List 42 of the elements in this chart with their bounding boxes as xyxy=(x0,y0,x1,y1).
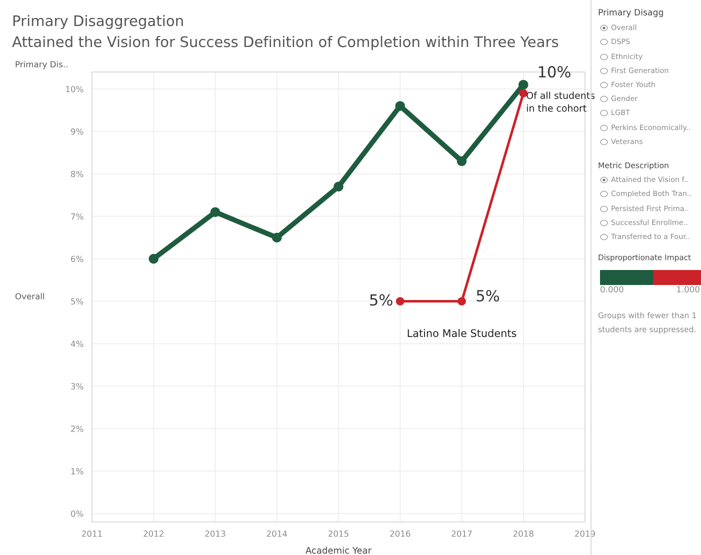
y-tick-label: 9% xyxy=(70,128,84,135)
y-tick-label: 7% xyxy=(71,213,84,220)
point xyxy=(396,297,404,306)
point xyxy=(458,297,466,306)
text: Overall xyxy=(15,292,44,300)
x-tick-label: 2012 xyxy=(144,530,164,537)
x-tick-label: 2019 xyxy=(575,530,596,537)
y-tick-label: 4% xyxy=(70,340,84,347)
x-tick-label: 2015 xyxy=(328,530,348,537)
y-tick-label: 2% xyxy=(71,426,84,432)
data-label: 5% xyxy=(370,294,392,306)
annotation: Of all students in the cohort xyxy=(526,92,595,112)
x-tick-label: 2018 xyxy=(513,530,534,537)
point xyxy=(148,254,158,264)
y-tick-label: 3% xyxy=(71,383,84,390)
chart-subtitle: Attained the Vision for Success Definition of Completion within Three Years xyxy=(12,36,558,50)
x-axis-title: Academic Year xyxy=(306,546,372,554)
data-label: 5% xyxy=(476,290,500,302)
point xyxy=(210,207,220,217)
text: Primary Disagg xyxy=(598,8,663,18)
x-tick-label: 2014 xyxy=(266,530,288,537)
y-tick-label: 0% xyxy=(70,510,84,517)
y-tick-label: 5% xyxy=(71,298,84,305)
point xyxy=(518,80,528,90)
x-tick-label: 2013 xyxy=(205,530,226,537)
text: 0.000 xyxy=(600,286,624,292)
point xyxy=(334,182,344,192)
y-tick-label: 8% xyxy=(71,170,84,178)
text: 1.000 xyxy=(677,286,700,292)
text: Primary Dis.. xyxy=(16,60,68,70)
chart-title: Primary Disaggregation xyxy=(13,14,183,30)
x-tick-label: 2017 xyxy=(452,530,472,537)
annotation: Latino Male Students xyxy=(408,329,516,338)
y-tick-label: 6% xyxy=(71,256,84,262)
point xyxy=(456,156,467,166)
point xyxy=(395,101,405,111)
point xyxy=(272,232,282,242)
y-tick-label: 10% xyxy=(66,86,84,92)
y-tick-label: 1% xyxy=(71,468,84,474)
x-tick-label: 2016 xyxy=(390,530,410,537)
data-label: 10% xyxy=(538,66,570,78)
x-tick-label: 2011 xyxy=(82,530,102,537)
